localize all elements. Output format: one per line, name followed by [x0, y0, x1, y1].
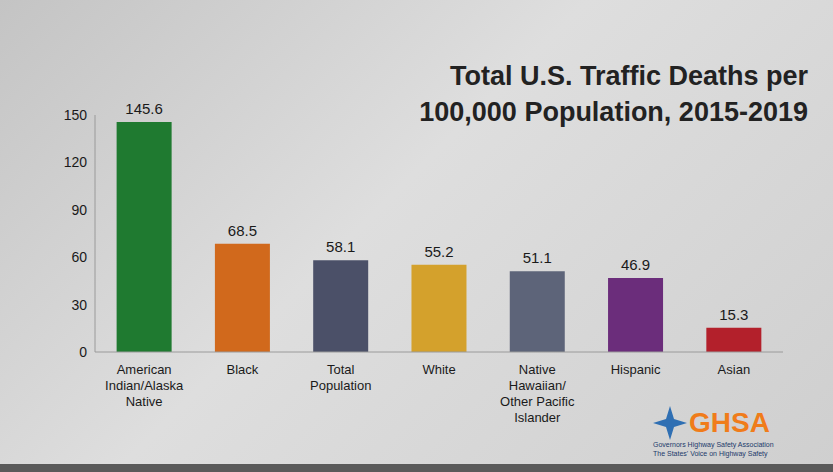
svg-text:Black: Black [227, 362, 259, 377]
svg-text:NativeHawaiian/Other PacificIs: NativeHawaiian/Other PacificIslander [500, 362, 575, 425]
svg-text:51.1: 51.1 [523, 249, 552, 266]
svg-text:68.5: 68.5 [228, 222, 257, 239]
svg-text:0: 0 [79, 344, 87, 360]
svg-text:AmericanIndian/AlaskaNative: AmericanIndian/AlaskaNative [105, 362, 184, 409]
svg-text:150: 150 [64, 107, 88, 123]
svg-text:15.3: 15.3 [719, 306, 748, 323]
svg-text:30: 30 [71, 297, 87, 313]
html-text:GHSA: GHSA [689, 407, 770, 438]
svg-text:55.2: 55.2 [424, 243, 453, 260]
html-text:Governors Highway Safety Assoc: Governors Highway Safety Association [653, 441, 774, 448]
svg-text:145.6: 145.6 [125, 100, 163, 117]
html-text:The States' Voice on Highway S: The States' Voice on Highway Safety [653, 450, 768, 457]
svg-text:Hispanic: Hispanic [611, 362, 661, 377]
svg-text:58.1: 58.1 [326, 238, 355, 255]
svg-text:90: 90 [71, 202, 87, 218]
svg-text:120: 120 [64, 154, 88, 170]
svg-text:60: 60 [71, 249, 87, 265]
html-text:Total U.S. Traffic Deaths per: Total U.S. Traffic Deaths per 100,000 Po… [419, 61, 808, 127]
svg-text:White: White [422, 362, 455, 377]
svg-text:TotalPopulation: TotalPopulation [310, 362, 371, 393]
svg-text:Asian: Asian [718, 362, 751, 377]
svg-text:46.9: 46.9 [621, 256, 650, 273]
